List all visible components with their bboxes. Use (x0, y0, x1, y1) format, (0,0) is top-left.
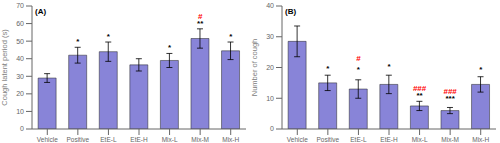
svg-text:Positive: Positive (66, 136, 89, 143)
svg-text:EtE-H: EtE-H (130, 136, 148, 143)
svg-text:0: 0 (270, 125, 274, 132)
svg-text:40: 40 (16, 55, 24, 62)
svg-text:0: 0 (20, 125, 24, 132)
svg-text:EtE-L: EtE-L (350, 136, 367, 143)
svg-text:Mix-H: Mix-H (472, 136, 489, 143)
svg-text:*: * (326, 64, 330, 73)
svg-text:*: * (387, 62, 391, 71)
svg-text:50: 50 (16, 38, 24, 45)
svg-text:Mix-M: Mix-M (441, 136, 459, 143)
svg-text:Mix-L: Mix-L (412, 136, 428, 143)
svg-text:*: * (107, 32, 111, 41)
svg-text:**: ** (197, 19, 204, 28)
svg-text:Vehicle: Vehicle (37, 136, 58, 143)
svg-text:Cough latent period (s): Cough latent period (s) (8, 29, 9, 106)
html-text:(A): (A) (35, 7, 47, 16)
svg-text:60: 60 (16, 20, 24, 27)
svg-text:20: 20 (266, 64, 274, 71)
svg-text:EtE-H: EtE-H (380, 136, 398, 143)
svg-text:Vehicle: Vehicle (287, 136, 308, 143)
svg-text:*: * (76, 37, 80, 46)
svg-text:*: * (357, 65, 361, 74)
svg-text:20: 20 (16, 90, 24, 97)
svg-text:#: # (356, 54, 361, 63)
svg-text:30: 30 (16, 73, 24, 80)
svg-text:Positive: Positive (316, 136, 339, 143)
svg-text:***: *** (445, 94, 455, 103)
svg-text:Mix-L: Mix-L (162, 136, 178, 143)
html-text:(B): (B) (285, 7, 297, 16)
svg-text:*: * (479, 65, 483, 74)
svg-text:*: * (168, 43, 172, 52)
svg-text:10: 10 (266, 95, 274, 102)
svg-text:*: * (229, 32, 233, 41)
svg-text:**: ** (416, 91, 423, 100)
svg-text:10: 10 (16, 108, 24, 115)
svg-text:Mix-M: Mix-M (191, 136, 209, 143)
svg-text:30: 30 (266, 33, 274, 40)
svg-text:EtE-L: EtE-L (100, 136, 117, 143)
svg-text:Number of cough: Number of cough (250, 39, 259, 97)
svg-text:70: 70 (16, 2, 24, 9)
svg-text:Mix-H: Mix-H (222, 136, 239, 143)
svg-text:40: 40 (266, 2, 274, 9)
